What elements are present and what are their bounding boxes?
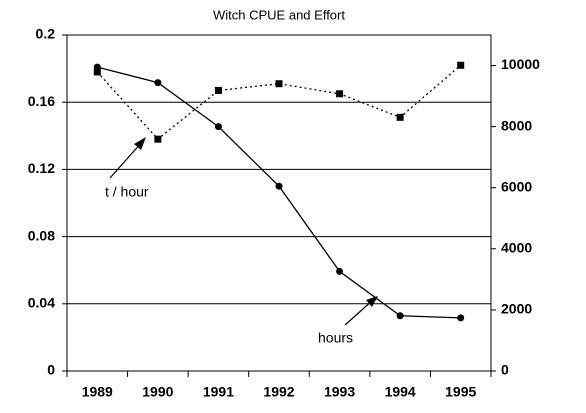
x-tick-label: 1994 xyxy=(385,384,416,400)
annotation: hours xyxy=(318,330,353,346)
point xyxy=(93,63,101,71)
y-tick-label: 0.2 xyxy=(36,26,56,42)
y-tick-label: 0.16 xyxy=(28,93,55,109)
y-tick-label: 0 xyxy=(47,362,55,378)
y2-tick-label: 0 xyxy=(501,362,509,378)
chart-title: Witch CPUE and Effort xyxy=(213,7,345,22)
y-tick-label: 0.08 xyxy=(28,227,55,243)
annotation-arrow xyxy=(109,141,143,179)
point xyxy=(396,113,404,121)
y2-tick-label: 6000 xyxy=(501,178,532,194)
y2-tick-label: 2000 xyxy=(501,301,532,317)
x-tick-label: 1992 xyxy=(263,384,294,400)
point xyxy=(336,267,344,275)
y2-tick-label: 4000 xyxy=(501,240,532,256)
x-tick-label: 1989 xyxy=(82,384,113,400)
x-tick-label: 1991 xyxy=(203,384,234,400)
series-line xyxy=(97,66,461,319)
y2-tick-label: 8000 xyxy=(501,117,532,133)
y-tick-label: 0.12 xyxy=(28,160,55,176)
point xyxy=(457,61,465,69)
point xyxy=(154,79,162,87)
point xyxy=(154,135,162,143)
point xyxy=(275,182,283,190)
point xyxy=(457,314,465,322)
arrow-head xyxy=(134,137,146,150)
point xyxy=(214,86,222,94)
point xyxy=(396,312,404,320)
x-tick-label: 1990 xyxy=(142,384,173,400)
y-tick-label: 0.04 xyxy=(28,295,55,311)
point xyxy=(214,123,222,131)
arrow-head xyxy=(366,296,378,307)
x-tick-label: 1993 xyxy=(324,384,355,400)
point xyxy=(336,90,344,98)
annotation: t / hour xyxy=(105,184,149,200)
y2-tick-label: 10000 xyxy=(501,56,540,72)
point xyxy=(275,80,283,88)
x-tick-label: 1995 xyxy=(445,384,476,400)
point xyxy=(93,68,101,76)
